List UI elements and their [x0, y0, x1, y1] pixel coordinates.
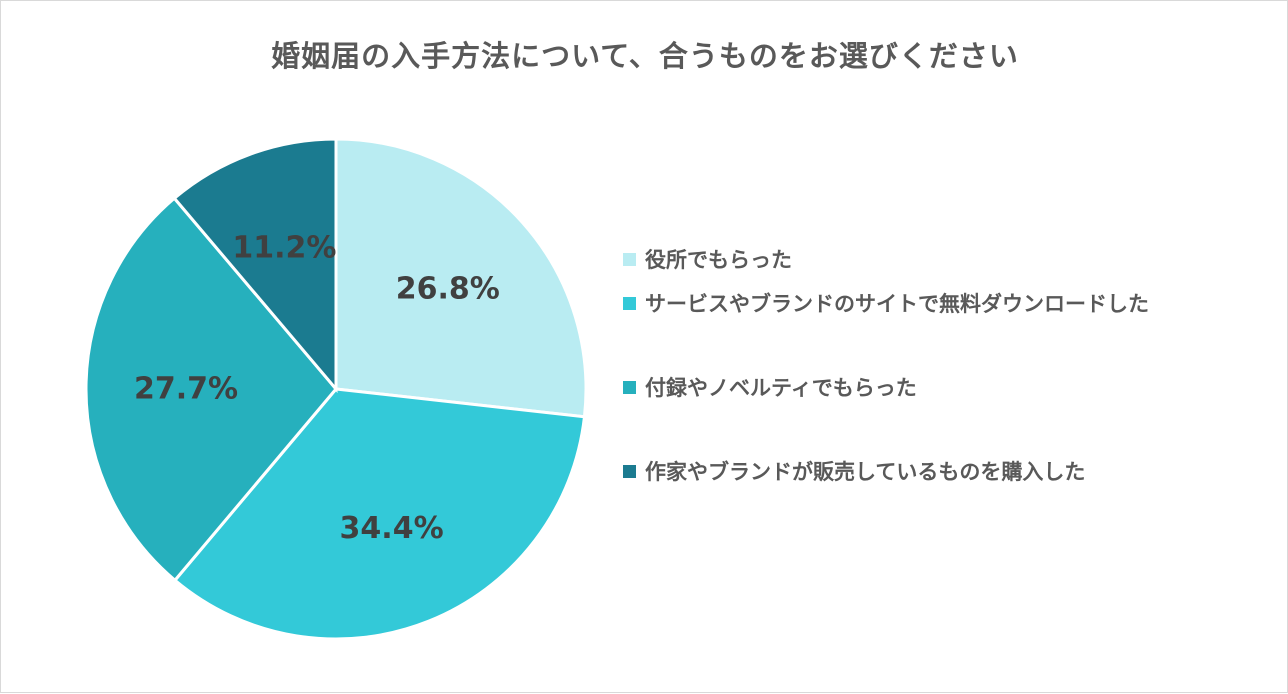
- legend-label: 役所でもらった: [645, 248, 792, 272]
- slice-data-label: 26.8%: [396, 272, 500, 307]
- slice-data-label: 34.4%: [340, 511, 444, 546]
- legend-item: 作家やブランドが販売しているものを購入した: [623, 449, 1149, 533]
- legend-item: 付録やノベルティでもらった: [623, 365, 1149, 449]
- pie-slice: [334, 137, 588, 419]
- legend: 役所でもらった サービスやブランドのサイトで無料ダウンロードした 付録やノベルテ…: [623, 237, 1149, 533]
- legend-label: 付録やノベルティでもらった: [645, 376, 917, 400]
- legend-swatch: [623, 380, 636, 394]
- legend-item: 役所でもらった: [623, 237, 1149, 281]
- pie-slice: [172, 137, 338, 394]
- legend-swatch: [623, 296, 636, 310]
- legend-label: 作家やブランドが販売しているものを購入した: [645, 460, 1086, 484]
- legend-swatch: [623, 464, 636, 478]
- pie-slice: [84, 196, 338, 583]
- slice-data-label: 11.2%: [232, 231, 336, 266]
- slice-data-label: 27.7%: [134, 372, 238, 407]
- pie-slice: [172, 387, 587, 641]
- legend-label: サービスやブランドのサイトで無料ダウンロードした: [645, 292, 1149, 316]
- chart-title: 婚姻届の入手方法について、合うものをお選びください: [271, 39, 1019, 73]
- legend-swatch: [623, 252, 636, 266]
- legend-item: サービスやブランドのサイトで無料ダウンロードした: [623, 281, 1149, 365]
